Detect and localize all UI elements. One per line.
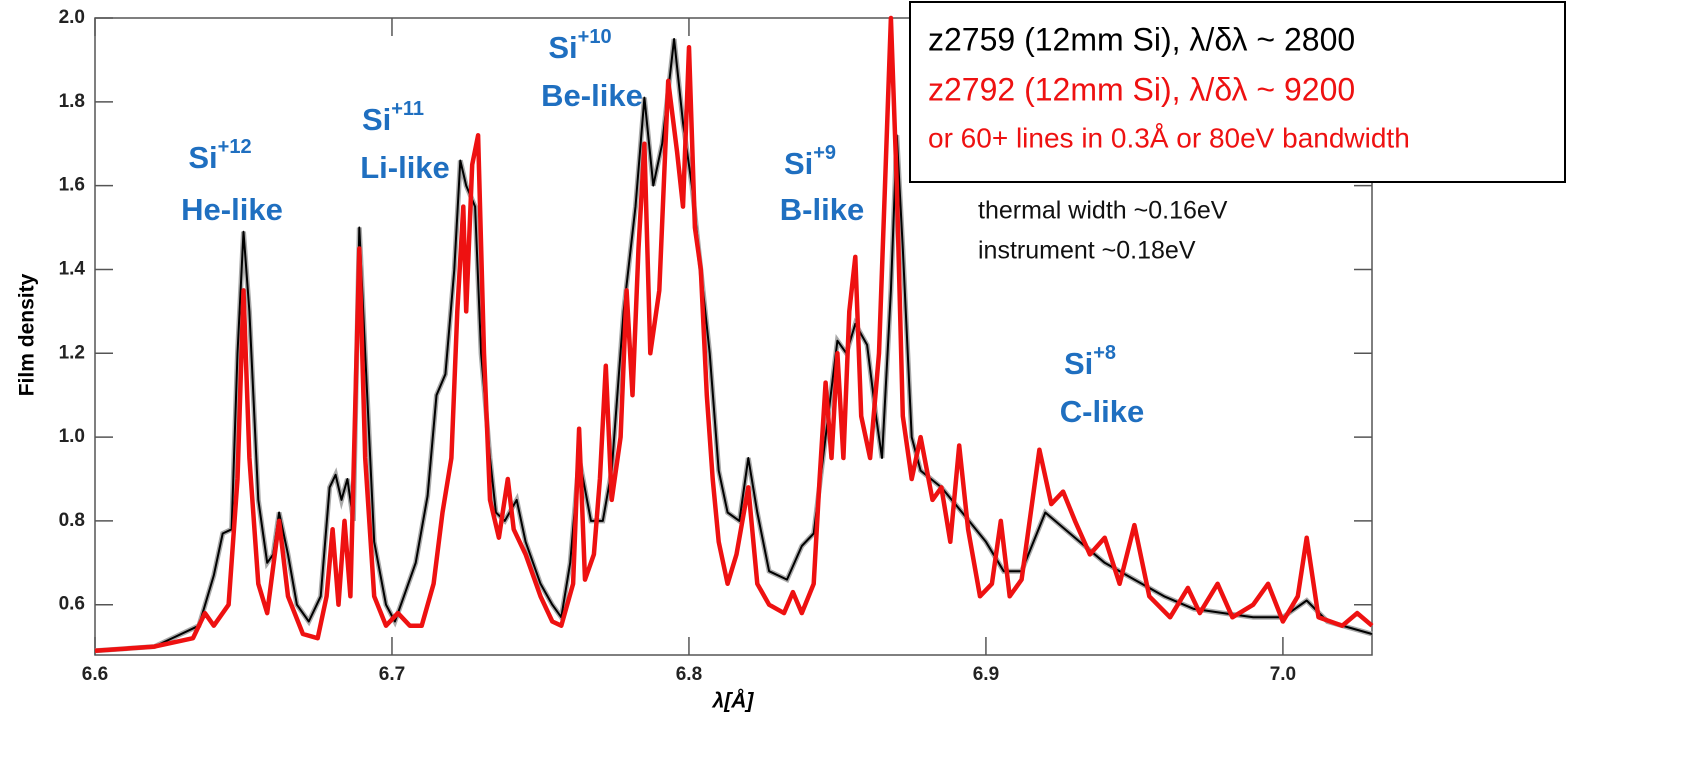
x-tick-label: 6.9 [973, 664, 999, 685]
legend-entry: z2792 (12mm Si), λ/δλ ~ 9200 [928, 71, 1355, 107]
x-tick-label: 7.0 [1270, 664, 1296, 685]
legend-note: or 60+ lines in 0.3Å or 80eV bandwidth [928, 122, 1410, 153]
y-axis-label: Film density [16, 273, 39, 396]
annotation-charge: +10 [578, 26, 612, 48]
y-tick-label: 2.0 [59, 7, 85, 28]
x-axis-label: λ[Å] [712, 689, 755, 713]
y-tick-label: 0.6 [59, 594, 85, 615]
annotation-charge: +9 [813, 142, 836, 164]
note: thermal width ~0.16eV [978, 197, 1228, 225]
annotation-sequence: He-like [181, 192, 283, 227]
series-line [94, 38, 1373, 652]
y-tick-label: 1.0 [59, 426, 85, 447]
annotation-ion: Si [1064, 346, 1093, 381]
annotation-ion: Si [188, 140, 217, 175]
annotation-ion: Si [362, 102, 391, 137]
annotation-sequence: B-like [780, 192, 864, 227]
annotation-sequence: Li-like [360, 150, 450, 185]
annotation-charge: +12 [218, 136, 252, 158]
y-tick-label: 1.6 [59, 175, 85, 196]
annotation-ion: Si [548, 30, 577, 65]
annotation-ion: Si [784, 146, 813, 181]
series-line [94, 15, 1374, 654]
annotation-sequence: C-like [1060, 394, 1144, 429]
y-tick-label: 0.8 [59, 510, 85, 531]
x-tick-label: 6.6 [82, 664, 108, 685]
annotation-label: Si+10 [548, 26, 611, 65]
annotation-label: Si+8 [1064, 342, 1116, 381]
x-tick-label: 6.7 [379, 664, 405, 685]
annotation-charge: +8 [1093, 342, 1116, 364]
annotation-label: Si+11 [362, 98, 424, 137]
annotation-label: Si+9 [784, 142, 836, 181]
annotation-sequence: Be-like [541, 78, 643, 113]
y-tick-label: 1.8 [59, 91, 85, 112]
annotation-charge: +11 [391, 98, 424, 120]
annotation-label: Si+12 [188, 136, 251, 175]
y-tick-label: 1.4 [59, 258, 86, 279]
y-tick-label: 1.2 [59, 342, 85, 363]
x-tick-label: 6.8 [676, 664, 702, 685]
legend-entry: z2759 (12mm Si), λ/δλ ~ 2800 [928, 21, 1355, 57]
note: instrument ~0.18eV [978, 237, 1196, 265]
legend-box [909, 1, 1566, 183]
